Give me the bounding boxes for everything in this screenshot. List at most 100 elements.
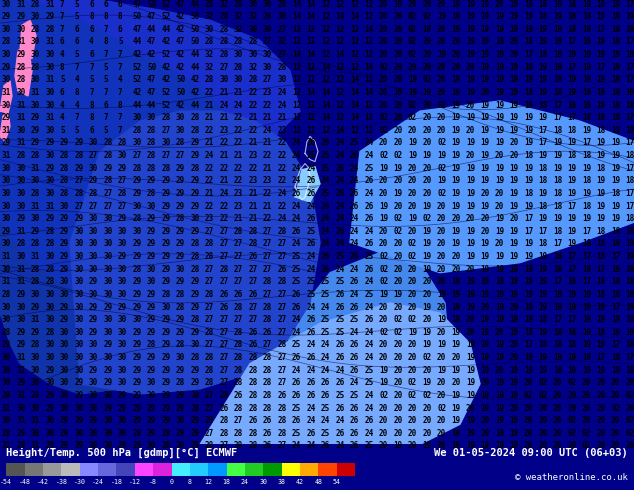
Text: 31: 31	[16, 0, 26, 8]
Text: 19: 19	[437, 315, 446, 324]
Text: 44: 44	[133, 37, 142, 47]
Text: 28: 28	[205, 0, 214, 8]
Text: 20: 20	[451, 378, 461, 387]
Text: 29: 29	[147, 404, 156, 413]
Text: 19: 19	[538, 277, 548, 286]
Text: 27: 27	[249, 265, 258, 274]
Text: 12: 12	[321, 37, 330, 47]
Text: 20: 20	[379, 315, 388, 324]
Text: 19: 19	[451, 429, 461, 438]
Text: 6: 6	[103, 100, 108, 110]
Text: 19: 19	[510, 113, 519, 122]
Text: 29: 29	[60, 214, 69, 223]
Text: 17: 17	[626, 164, 634, 172]
Text: 19: 19	[394, 441, 403, 450]
Text: 30: 30	[60, 341, 69, 349]
Text: 47: 47	[147, 37, 156, 47]
Text: 20: 20	[451, 252, 461, 261]
Text: 28: 28	[162, 290, 171, 299]
Text: 29: 29	[46, 214, 55, 223]
Text: 23: 23	[263, 176, 272, 185]
Text: 19: 19	[466, 88, 476, 97]
Text: 30: 30	[176, 126, 185, 135]
Text: 19: 19	[582, 50, 592, 59]
Text: 20: 20	[408, 189, 417, 198]
Text: 18: 18	[582, 88, 592, 97]
Text: 19: 19	[582, 290, 592, 299]
Text: 26: 26	[321, 138, 330, 147]
Text: 29: 29	[103, 164, 113, 172]
Text: 48: 48	[314, 479, 322, 485]
Text: 12: 12	[292, 63, 301, 72]
Text: 29: 29	[89, 302, 98, 312]
Text: 29: 29	[147, 302, 156, 312]
Text: 31: 31	[46, 201, 55, 211]
Text: 19: 19	[611, 265, 620, 274]
Text: 27: 27	[278, 353, 287, 362]
Text: 26: 26	[365, 416, 374, 425]
Text: 20: 20	[422, 277, 432, 286]
Text: 30: 30	[103, 265, 113, 274]
Text: 19: 19	[597, 302, 605, 312]
Text: 19: 19	[611, 328, 620, 337]
Text: 19: 19	[481, 25, 489, 34]
Text: 19: 19	[553, 50, 562, 59]
Text: 12: 12	[350, 50, 359, 59]
Text: 20: 20	[379, 176, 388, 185]
Text: 24: 24	[365, 353, 374, 362]
Text: 18: 18	[611, 227, 620, 236]
Text: 12: 12	[204, 479, 212, 485]
Text: 20: 20	[597, 378, 605, 387]
Text: 02: 02	[422, 353, 432, 362]
Text: 12: 12	[292, 88, 301, 97]
Text: 19: 19	[524, 201, 533, 211]
Text: 27: 27	[278, 290, 287, 299]
Text: 24: 24	[350, 265, 359, 274]
Text: 18: 18	[611, 353, 620, 362]
Text: 29: 29	[162, 404, 171, 413]
Text: 29: 29	[162, 265, 171, 274]
Text: 28: 28	[278, 341, 287, 349]
Text: 30: 30	[190, 391, 200, 400]
Text: 29: 29	[147, 214, 156, 223]
Text: 19: 19	[524, 25, 533, 34]
Text: 12: 12	[365, 100, 374, 110]
Text: 28: 28	[118, 189, 127, 198]
Text: 6: 6	[60, 88, 65, 97]
Text: 24: 24	[306, 341, 316, 349]
Text: 24: 24	[335, 151, 345, 160]
Text: 12: 12	[365, 50, 374, 59]
Text: 19: 19	[553, 290, 562, 299]
Text: 29: 29	[75, 214, 84, 223]
Text: 19: 19	[466, 302, 476, 312]
Text: 20: 20	[394, 341, 403, 349]
Text: 19: 19	[481, 315, 489, 324]
Text: 30: 30	[75, 366, 84, 375]
Text: 19: 19	[466, 37, 476, 47]
Text: 19: 19	[451, 151, 461, 160]
Text: 28: 28	[234, 0, 243, 8]
Text: 19: 19	[524, 265, 533, 274]
Text: 30: 30	[89, 265, 98, 274]
Text: 20: 20	[408, 441, 417, 450]
Text: 19: 19	[524, 12, 533, 21]
Text: 20: 20	[510, 37, 519, 47]
Text: 21: 21	[219, 176, 229, 185]
Text: 24: 24	[292, 315, 301, 324]
Text: 18: 18	[611, 25, 620, 34]
Text: 7: 7	[103, 50, 108, 59]
Text: 28: 28	[31, 151, 40, 160]
Text: 17: 17	[582, 252, 592, 261]
Text: 26: 26	[350, 416, 359, 425]
Text: 19: 19	[538, 214, 548, 223]
Text: 30: 30	[118, 151, 127, 160]
Text: 30: 30	[176, 416, 185, 425]
Text: 02: 02	[394, 214, 403, 223]
Text: 20: 20	[510, 404, 519, 413]
Text: 30: 30	[205, 25, 214, 34]
Text: 27: 27	[219, 378, 229, 387]
Text: 30: 30	[2, 265, 11, 274]
Text: 19: 19	[597, 341, 605, 349]
Text: 26: 26	[292, 290, 301, 299]
Text: 19: 19	[611, 164, 620, 172]
